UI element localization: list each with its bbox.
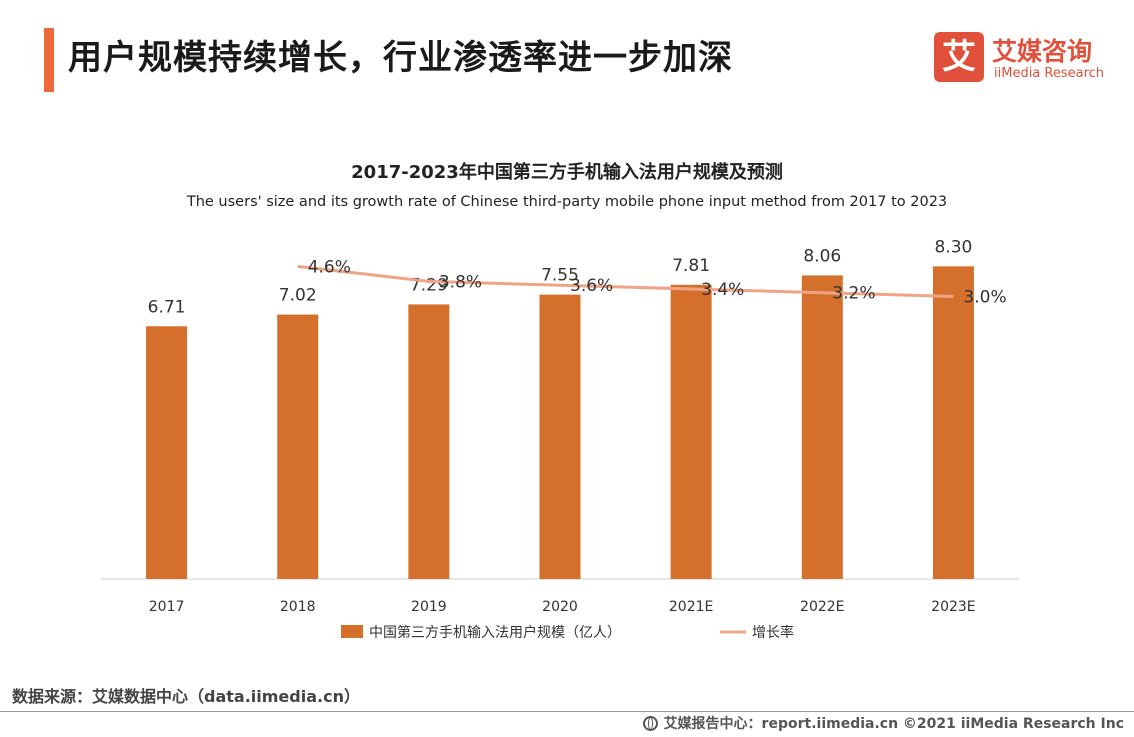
bar-label-2023E: 8.30	[934, 237, 972, 257]
bar-label-2022E: 8.06	[803, 246, 841, 266]
x-tick-2023E: 2023E	[931, 599, 975, 615]
line-label-2018: 4.6%	[308, 257, 351, 277]
legend-swatch-users	[341, 625, 363, 638]
logo-name-cn: 艾媒咨询	[992, 37, 1093, 66]
chart-subtitle: The users' size and its growth rate of C…	[186, 194, 948, 210]
footer-divider	[0, 711, 1134, 712]
logo-mark: 艾	[934, 32, 984, 82]
globe-icon	[642, 715, 658, 731]
line-label-2022E: 3.2%	[832, 284, 875, 304]
bar-label-2018: 7.02	[279, 286, 317, 306]
bar-label-2017: 6.71	[148, 297, 186, 317]
x-tick-2021E: 2021E	[669, 599, 713, 615]
line-label-2021E: 3.4%	[701, 280, 744, 300]
bar-label-2021E: 7.81	[672, 256, 710, 276]
line-label-2020: 3.6%	[570, 276, 613, 296]
x-tick-2020: 2020	[542, 599, 578, 615]
line-label-2023E: 3.0%	[963, 288, 1006, 308]
line-label-2019: 3.8%	[439, 272, 482, 292]
copyright-text: 艾媒报告中心：report.iimedia.cn ©2021 iiMedia R…	[663, 716, 1124, 732]
legend-label-users: 中国第三方手机输入法用户规模（亿人）	[369, 624, 621, 641]
bar-label-2020: 7.55	[541, 266, 579, 286]
title-accent-bar	[44, 28, 54, 92]
bar-2018	[277, 314, 319, 579]
growth-rate-line	[297, 264, 954, 298]
x-tick-2022E: 2022E	[800, 599, 844, 615]
legend-label-growth: 增长率	[752, 624, 794, 641]
x-tick-2017: 2017	[149, 599, 185, 615]
bar-2017	[146, 326, 188, 579]
x-tick-2019: 2019	[411, 599, 447, 615]
bar-2022E	[801, 275, 843, 579]
x-tick-2018: 2018	[280, 599, 316, 615]
data-source: 数据来源：艾媒数据中心（data.iimedia.cn）	[12, 687, 360, 706]
chart-title: 2017-2023年中国第三方手机输入法用户规模及预测	[351, 162, 783, 183]
bar-2023E	[932, 266, 974, 579]
iimedia-logo: 艾 艾媒咨询 iiMedia Research	[934, 32, 1124, 84]
bar-2021E	[670, 284, 712, 579]
footer-copyright: 艾媒报告中心：report.iimedia.cn ©2021 iiMedia R…	[642, 713, 1124, 733]
logo-name-en: iiMedia Research	[994, 66, 1105, 81]
page-title: 用户规模持续增长，行业渗透率进一步加深	[68, 38, 733, 78]
bar-2019	[408, 304, 450, 579]
bar-2020	[539, 294, 581, 579]
